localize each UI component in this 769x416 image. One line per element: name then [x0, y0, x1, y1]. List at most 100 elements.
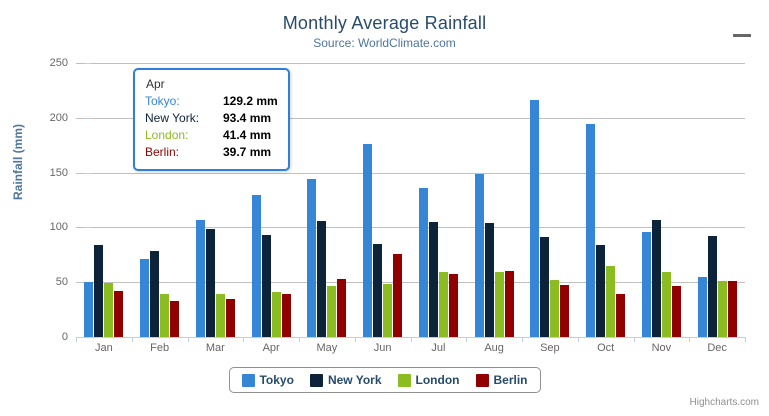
bar-group: [411, 63, 467, 337]
bar[interactable]: [114, 290, 124, 337]
bar[interactable]: [160, 294, 170, 337]
y-tick-label-150: 150: [49, 166, 68, 179]
bar-group: [634, 63, 690, 337]
bars-layer: [76, 63, 745, 337]
bar[interactable]: [327, 285, 337, 337]
x-tick-mark: [522, 337, 523, 342]
highcharts-credits[interactable]: Highcharts.com: [689, 397, 759, 408]
bar[interactable]: [697, 277, 707, 337]
hamburger-menu-icon[interactable]: [733, 15, 757, 37]
plot-area: [76, 63, 745, 337]
y-axis-tick-labels: 0 50 100 150 200 250: [16, 57, 91, 343]
bar[interactable]: [707, 235, 717, 337]
tooltip-category: Apr: [146, 77, 165, 91]
legend-label: Tokyo: [259, 373, 294, 387]
chart-legend: Tokyo New York London Berlin: [228, 367, 541, 393]
bar[interactable]: [170, 300, 180, 337]
legend-item-new-york[interactable]: New York: [309, 373, 382, 387]
bar[interactable]: [418, 188, 428, 337]
bar[interactable]: [651, 220, 661, 337]
bar[interactable]: [104, 283, 114, 337]
x-tick-label-apr: Apr: [262, 342, 280, 354]
bar[interactable]: [383, 284, 393, 337]
bar[interactable]: [727, 281, 737, 337]
bar[interactable]: [373, 244, 383, 337]
x-tick-label-aug: Aug: [484, 342, 504, 354]
y-tick-label-200: 200: [49, 111, 68, 124]
bar[interactable]: [586, 124, 596, 337]
chart-subtitle: Source: WorldClimate.com: [313, 36, 456, 50]
bar[interactable]: [494, 271, 504, 337]
bar[interactable]: [428, 221, 438, 337]
bar[interactable]: [261, 234, 271, 337]
bar-group: [466, 63, 522, 337]
bar[interactable]: [393, 254, 403, 337]
legend-swatch-icon: [475, 373, 489, 387]
legend-item-berlin[interactable]: Berlin: [475, 373, 528, 387]
tooltip-series-value: 129.2 mm: [223, 94, 278, 108]
x-tick-mark: [131, 337, 133, 342]
bar[interactable]: [560, 284, 570, 337]
x-tick-label-dec: Dec: [707, 342, 727, 354]
bar[interactable]: [717, 280, 727, 337]
tooltip-series-name: Berlin:: [145, 145, 180, 159]
gridline-200: [76, 117, 745, 119]
bar[interactable]: [616, 294, 626, 337]
bar[interactable]: [271, 291, 281, 337]
bar-group: [76, 63, 132, 337]
legend-label: New York: [327, 373, 382, 387]
bar[interactable]: [550, 279, 560, 337]
x-tick-label-jul: Jul: [431, 342, 446, 354]
bar[interactable]: [641, 232, 651, 337]
bar-group: [522, 63, 578, 337]
bar[interactable]: [150, 250, 160, 337]
legend-item-tokyo[interactable]: Tokyo: [241, 373, 294, 387]
bar[interactable]: [363, 144, 373, 337]
gridline-100: [76, 227, 745, 229]
bar[interactable]: [474, 174, 484, 337]
x-tick-label-jan: Jan: [95, 342, 113, 354]
bar[interactable]: [307, 179, 317, 337]
bar[interactable]: [540, 237, 550, 337]
bar[interactable]: [606, 265, 616, 337]
bar-group: [355, 63, 411, 337]
tooltip-row: Tokyo: 129.2 mm: [145, 93, 278, 110]
bar[interactable]: [84, 282, 94, 337]
gridline-50: [76, 282, 745, 284]
x-tick-mark: [354, 337, 356, 342]
x-axis-tick-labels: Jan Feb Mar Apr May Jun Jul Aug Sep Oct Nov Dec: [76, 342, 745, 360]
bar[interactable]: [281, 293, 291, 337]
x-tick-label-may: May: [316, 342, 338, 354]
bar[interactable]: [596, 245, 606, 337]
bar[interactable]: [504, 270, 514, 337]
bar[interactable]: [317, 220, 327, 337]
tooltip-series-value: 39.7 mm: [223, 145, 272, 159]
x-tick-mark: [689, 337, 691, 342]
bar[interactable]: [530, 99, 540, 337]
bar[interactable]: [195, 220, 205, 337]
tooltip-row: London: 41.4 mm: [145, 127, 278, 144]
bar[interactable]: [484, 222, 494, 337]
bar[interactable]: [438, 272, 448, 337]
bar[interactable]: [671, 285, 681, 337]
hamburger-bar-3: [733, 34, 751, 37]
bar-group: [243, 63, 299, 337]
bar[interactable]: [448, 274, 458, 337]
x-tick-mark: [577, 337, 579, 342]
legend-item-london[interactable]: London: [397, 373, 460, 387]
gridline-250: [76, 63, 745, 64]
bar[interactable]: [225, 299, 235, 337]
bar[interactable]: [140, 258, 150, 337]
tooltip-series-name: London:: [145, 128, 189, 142]
bar[interactable]: [251, 195, 261, 337]
x-tick-mark: [745, 337, 746, 342]
bar[interactable]: [215, 293, 225, 337]
bar[interactable]: [661, 272, 671, 337]
bar[interactable]: [337, 279, 347, 337]
bar[interactable]: [205, 229, 215, 337]
x-tick-label-oct: Oct: [597, 342, 615, 354]
tooltip-series-value: 93.4 mm: [223, 111, 272, 125]
bar[interactable]: [94, 245, 104, 337]
legend-swatch-icon: [309, 373, 323, 387]
